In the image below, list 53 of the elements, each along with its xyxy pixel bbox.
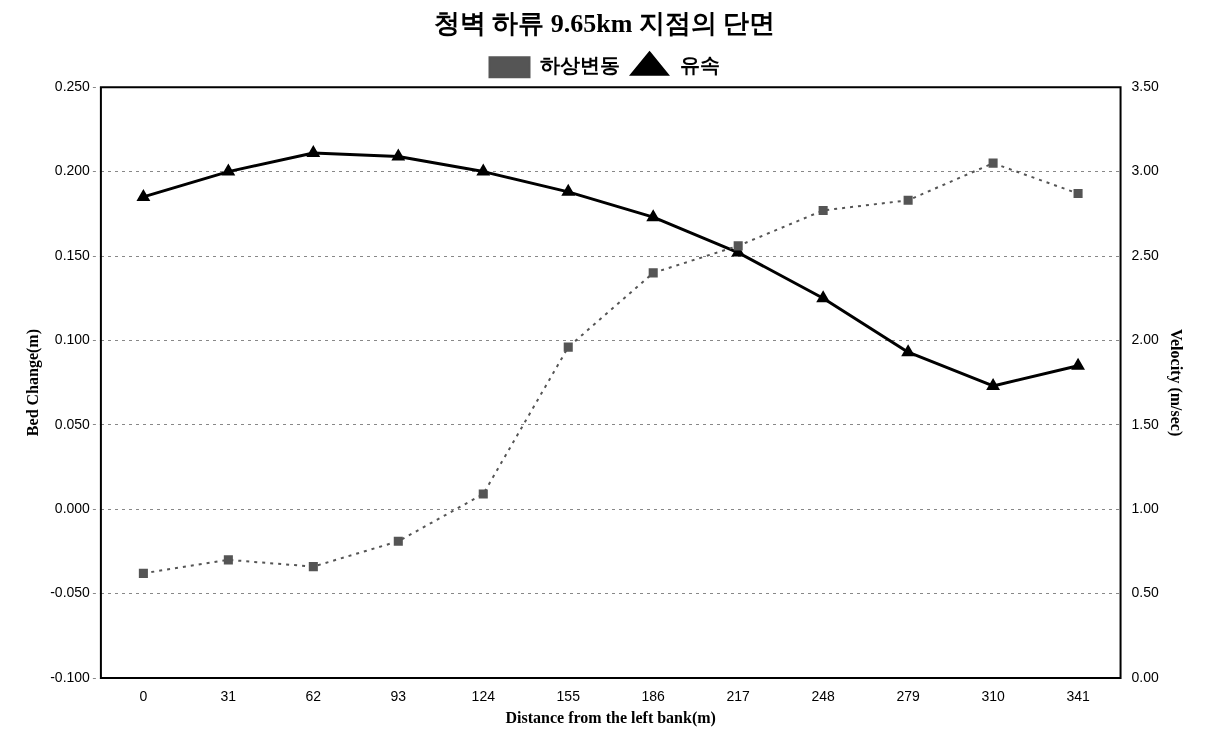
legend-label: 유속: [679, 54, 720, 77]
x-tick-label: 217: [726, 688, 751, 705]
x-tick-label: 0: [139, 688, 148, 705]
y2-axis-title: Velocity (m/sec): [1167, 328, 1186, 437]
point: [563, 342, 573, 352]
x-tick-label: 31: [220, 688, 237, 705]
x-tick-label: 155: [556, 688, 581, 705]
point: [988, 158, 998, 168]
y2-tick-label: 0.00: [1131, 668, 1160, 685]
point: [903, 195, 913, 205]
y2-tick-label: 3.00: [1131, 162, 1160, 179]
point: [902, 345, 914, 357]
point: [733, 241, 743, 251]
y-tick-label: 0.250: [54, 78, 91, 95]
point: [393, 536, 403, 546]
y-tick-label: 0.100: [54, 331, 91, 348]
point: [307, 146, 320, 158]
point: [818, 205, 828, 215]
x-tick-label: 186: [641, 688, 666, 705]
y2-tick-label: 1.50: [1131, 415, 1160, 432]
x-tick-label: 279: [896, 688, 921, 705]
y2-tick-label: 2.50: [1131, 246, 1160, 263]
point: [478, 489, 488, 499]
y-tick-label: 0.050: [54, 415, 91, 432]
y-tick-label: 0.150: [54, 246, 91, 263]
point: [817, 291, 829, 303]
x-tick-label: 62: [305, 688, 322, 705]
y-tick-label: -0.100: [50, 668, 91, 685]
y2-tick-label: 3.50: [1131, 78, 1160, 95]
x-tick-label: 341: [1066, 688, 1090, 705]
y2-tick-label: 2.00: [1131, 331, 1160, 348]
point: [648, 268, 658, 278]
point: [1073, 189, 1083, 199]
point: [138, 568, 148, 578]
x-tick-label: 310: [981, 688, 1005, 705]
point: [137, 190, 150, 201]
legend-label: 하상변동: [539, 54, 620, 77]
chart-title: 청벽 하류 9.65km 지점의 단면: [433, 9, 776, 39]
y-tick-label: 0.000: [54, 500, 91, 517]
y2-tick-label: 1.00: [1131, 500, 1160, 517]
x-tick-label: 93: [390, 688, 407, 705]
x-axis-title: Distance from the left bank(m): [505, 708, 716, 727]
point: [647, 210, 660, 222]
y-axis-title: Bed Change(m): [23, 329, 42, 437]
point: [987, 379, 999, 390]
y-tick-label: 0.200: [54, 162, 91, 179]
y2-tick-label: 0.50: [1131, 584, 1160, 601]
x-tick-label: 248: [811, 688, 836, 705]
y-tick-label: -0.050: [50, 584, 91, 601]
point: [392, 149, 405, 161]
point: [223, 555, 233, 565]
x-tick-label: 124: [471, 688, 496, 705]
point: [308, 562, 318, 572]
